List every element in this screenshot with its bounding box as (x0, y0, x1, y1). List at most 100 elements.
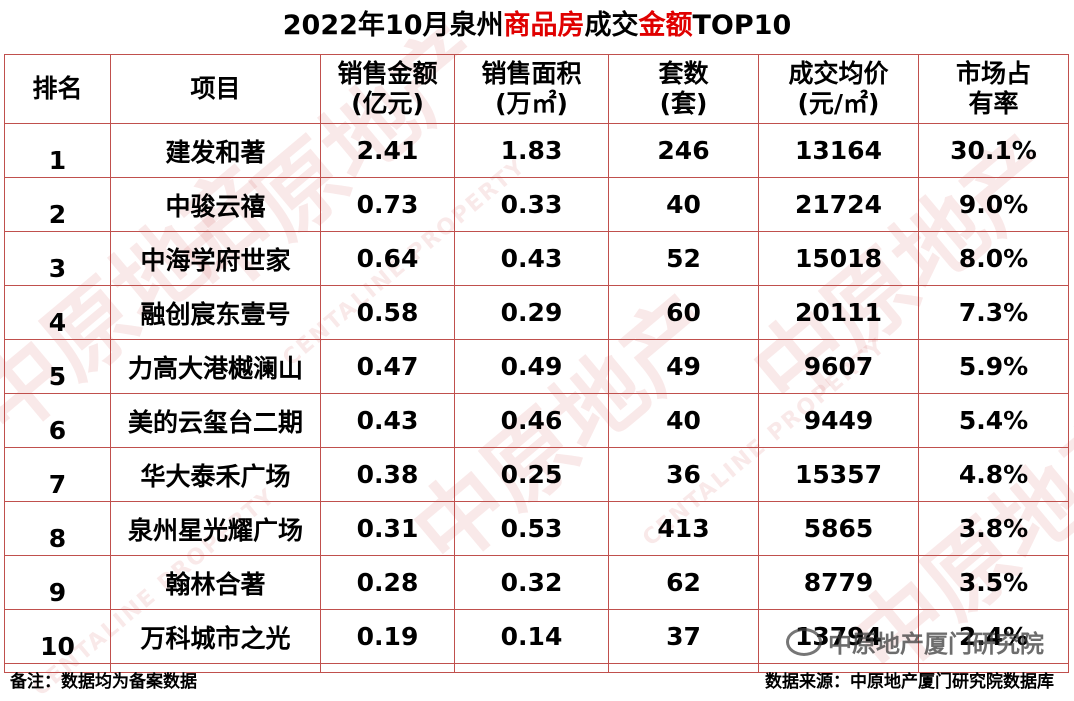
cell-rank: 10 (4, 609, 111, 664)
cell-area: 1.83 (454, 123, 609, 178)
cell-amount: 0.19 (320, 609, 455, 664)
table-body: 1 建发和著 2.41 1.83 246 13164 30.1% 2 中骏云禧 0.73 0.33 4… (4, 123, 1069, 673)
cell-share: 5.4% (918, 393, 1069, 448)
blank-cell (454, 663, 609, 673)
title-part: 2022年10月泉州 (282, 10, 504, 41)
cell-price: 9449 (758, 393, 919, 448)
cell-rank: 1 (4, 123, 111, 178)
header-price: 成交均价 (元/㎡) (758, 54, 919, 124)
header-share: 市场占 有率 (918, 54, 1069, 124)
cell-share: 7.3% (918, 285, 1069, 340)
footer-source: 数据来源：中原地产厦门研究院数据库 (765, 672, 1054, 692)
cell-area: 0.46 (454, 393, 609, 448)
blank-cell (918, 663, 1069, 673)
table-row: 6 美的云玺台二期 0.43 0.46 40 9449 5.4% (4, 393, 1069, 448)
footer-note: 备注：数据均为备案数据 (10, 672, 197, 692)
cell-price: 15357 (758, 447, 919, 502)
table-row: 5 力高大港樾澜山 0.47 0.49 49 9607 5.9% (4, 339, 1069, 394)
cell-share: 5.9% (918, 339, 1069, 394)
cell-units: 246 (608, 123, 759, 178)
cell-share: 9.0% (918, 177, 1069, 232)
cell-amount: 0.58 (320, 285, 455, 340)
title-accent: 金额 (638, 10, 693, 41)
cell-rank: 7 (4, 447, 111, 502)
cell-units: 52 (608, 231, 759, 286)
wechat-watermark: 中原地产厦门研究院 (786, 624, 1044, 659)
cell-project: 融创宸东壹号 (110, 285, 321, 340)
cell-price: 13164 (758, 123, 919, 178)
cell-units: 40 (608, 393, 759, 448)
cell-project: 万科城市之光 (110, 609, 321, 664)
cell-price: 9607 (758, 339, 919, 394)
wechat-label: 中原地产厦门研究院 (828, 630, 1044, 658)
cell-amount: 0.73 (320, 177, 455, 232)
cell-share: 30.1% (918, 123, 1069, 178)
cell-area: 0.43 (454, 231, 609, 286)
cell-project: 翰林合著 (110, 555, 321, 610)
cell-rank: 5 (4, 339, 111, 394)
cell-project: 力高大港樾澜山 (110, 339, 321, 394)
cell-amount: 0.38 (320, 447, 455, 502)
cell-units: 413 (608, 501, 759, 556)
cell-share: 8.0% (918, 231, 1069, 286)
table-header-row: 排名 项目 销售金额 (亿元) 销售面积 (万㎡) 套数 (套) 成交均价 (元/㎡) … (4, 54, 1069, 124)
header-units: 套数 (套) (608, 54, 759, 124)
page-title: 2022年10月泉州商品房成交金额TOP10 (0, 8, 1074, 44)
table-blank-row (4, 663, 1069, 673)
cell-rank: 9 (4, 555, 111, 610)
cell-units: 49 (608, 339, 759, 394)
cell-units: 60 (608, 285, 759, 340)
cell-rank: 2 (4, 177, 111, 232)
cell-price: 13794 (758, 609, 919, 664)
cell-amount: 2.41 (320, 123, 455, 178)
cell-price: 20111 (758, 285, 919, 340)
cell-area: 0.32 (454, 555, 609, 610)
cell-rank: 8 (4, 501, 111, 556)
blank-cell (608, 663, 759, 673)
cell-project: 中骏云禧 (110, 177, 321, 232)
cell-rank: 4 (4, 285, 111, 340)
cell-amount: 0.47 (320, 339, 455, 394)
cell-share: 4.8% (918, 447, 1069, 502)
cell-area: 0.49 (454, 339, 609, 394)
cell-area: 0.25 (454, 447, 609, 502)
table-row: 1 建发和著 2.41 1.83 246 13164 30.1% (4, 123, 1069, 178)
table-row: 9 翰林合著 0.28 0.32 62 8779 3.5% (4, 555, 1069, 610)
cell-amount: 0.31 (320, 501, 455, 556)
cell-area: 0.29 (454, 285, 609, 340)
cell-share: 3.5% (918, 555, 1069, 610)
cell-price: 5865 (758, 501, 919, 556)
cell-units: 37 (608, 609, 759, 664)
cell-amount: 0.43 (320, 393, 455, 448)
title-part: TOP10 (692, 10, 792, 41)
table-row: 8 泉州星光耀广场 0.31 0.53 413 5865 3.8% (4, 501, 1069, 556)
cell-units: 40 (608, 177, 759, 232)
cell-project: 华大泰禾广场 (110, 447, 321, 502)
wechat-icon (786, 627, 822, 656)
header-rank: 排名 (4, 54, 111, 124)
table-row: 2 中骏云禧 0.73 0.33 40 21724 9.0% (4, 177, 1069, 232)
cell-area: 0.33 (454, 177, 609, 232)
cell-amount: 0.64 (320, 231, 455, 286)
cell-units: 62 (608, 555, 759, 610)
table-row: 4 融创宸东壹号 0.58 0.29 60 20111 7.3% (4, 285, 1069, 340)
table-row: 7 华大泰禾广场 0.38 0.25 36 15357 4.8% (4, 447, 1069, 502)
title-part: 成交 (584, 10, 639, 41)
cell-rank: 6 (4, 393, 111, 448)
table-row: 3 中海学府世家 0.64 0.43 52 15018 8.0% (4, 231, 1069, 286)
cell-project: 泉州星光耀广场 (110, 501, 321, 556)
cell-project: 建发和著 (110, 123, 321, 178)
cell-rank: 3 (4, 231, 111, 286)
header-amount: 销售金额 (亿元) (320, 54, 455, 124)
header-project: 项目 (110, 54, 321, 124)
title-accent: 商品房 (503, 10, 585, 41)
cell-price: 8779 (758, 555, 919, 610)
cell-project: 美的云玺台二期 (110, 393, 321, 448)
cell-units: 36 (608, 447, 759, 502)
header-area: 销售面积 (万㎡) (454, 54, 609, 124)
cell-price: 15018 (758, 231, 919, 286)
ranking-table: 排名 项目 销售金额 (亿元) 销售面积 (万㎡) 套数 (套) 成交均价 (元/㎡) … (4, 54, 1069, 673)
cell-area: 0.53 (454, 501, 609, 556)
cell-amount: 0.28 (320, 555, 455, 610)
blank-cell (320, 663, 455, 673)
